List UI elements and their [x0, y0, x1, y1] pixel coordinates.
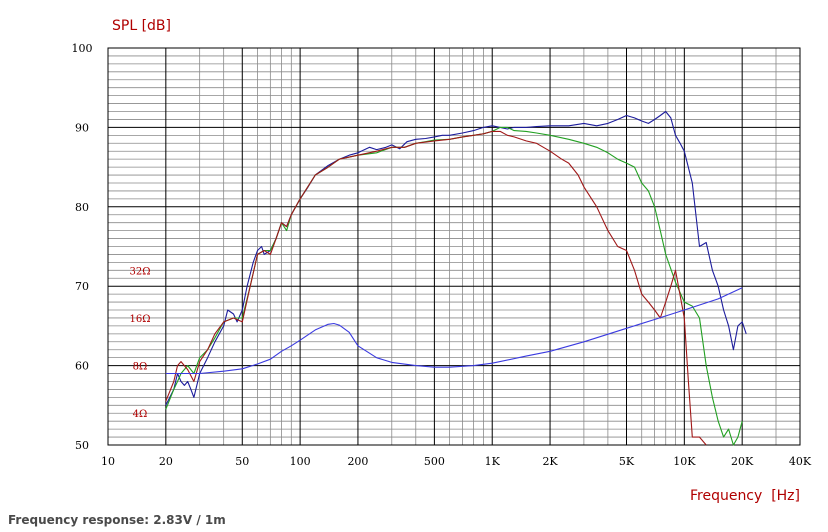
y-axis-title: SPL [dB] [112, 18, 171, 34]
series-line-3 [165, 130, 707, 446]
series-line-1 [165, 110, 747, 406]
x-tick-label: 100 [290, 455, 311, 468]
frequency-response-chart: 10 20 50 100 200 500 1K 2K 5K 10K 20K 40K 50 60 70 80 90… [72, 18, 812, 504]
y-tick-label: 80 [75, 201, 89, 214]
y-tick-label: 100 [72, 42, 93, 55]
x-tick-label: 2K [542, 455, 558, 468]
series-line-4 [165, 287, 743, 375]
impedance-marker-label: 4Ω [133, 409, 148, 420]
x-tick-label: 500 [424, 455, 445, 468]
impedance-marker-label: 16Ω [129, 314, 150, 325]
x-tick-label: 50 [235, 455, 249, 468]
series-layer [165, 110, 747, 446]
y-tick-label: 70 [75, 280, 89, 293]
impedance-marker-label: 8Ω [133, 362, 148, 373]
x-tick-label: 20K [731, 455, 754, 468]
tick-labels: 10 20 50 100 200 500 1K 2K 5K 10K 20K 40K 50 60 70 80 90… [72, 42, 812, 468]
x-tick-label: 10 [101, 455, 115, 468]
x-tick-label: 5K [619, 455, 635, 468]
x-tick-label: 40K [789, 455, 812, 468]
x-tick-label: 10K [673, 455, 696, 468]
y-tick-label: 90 [75, 121, 89, 134]
x-tick-label: 200 [347, 455, 368, 468]
chart-svg: 10 20 50 100 200 500 1K 2K 5K 10K 20K 40K 50 60 70 80 90… [72, 18, 812, 504]
impedance-markers: 32Ω 16Ω 8Ω 4Ω [129, 266, 150, 420]
plot-frame [107, 47, 801, 446]
y-tick-label: 60 [75, 360, 89, 373]
impedance-marker-label: 32Ω [129, 266, 150, 277]
x-tick-label: 20 [159, 455, 173, 468]
y-tick-label: 50 [75, 439, 89, 452]
x-tick-label: 1K [485, 455, 501, 468]
x-axis-title: Frequency [Hz] [690, 488, 800, 504]
chart-caption: Frequency response: 2.83V / 1m [8, 513, 226, 527]
